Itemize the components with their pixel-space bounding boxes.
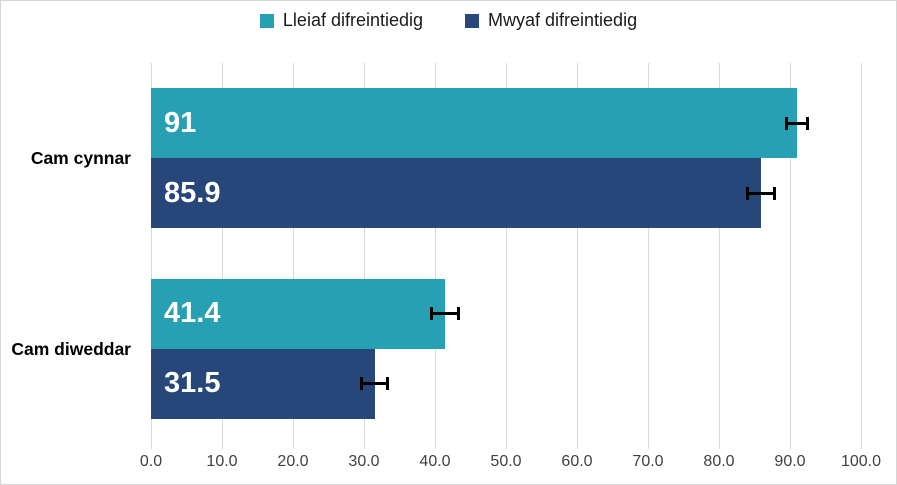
axis-tick <box>434 444 436 449</box>
x-axis-tick-label: 10.0 <box>206 453 238 470</box>
error-bar-cap-left <box>745 186 749 200</box>
axis-tick <box>505 444 507 449</box>
bar-data-label: 31.5 <box>164 367 221 400</box>
gridline <box>292 63 294 444</box>
legend-swatch-lleiaf <box>259 13 274 28</box>
x-axis-tick-label: 90.0 <box>774 453 806 470</box>
axis-tick <box>150 444 152 449</box>
error-bar-cap-right <box>456 307 460 321</box>
error-bar-cap-left <box>429 307 433 321</box>
axis-tick <box>363 444 365 449</box>
x-axis-tick-label: 100.0 <box>840 453 882 470</box>
axis-tick <box>789 444 791 449</box>
x-axis-tick-label: 40.0 <box>419 453 451 470</box>
legend-label-lleiaf: Lleiaf difreintiedig <box>282 10 424 30</box>
axis-tick <box>860 444 862 449</box>
x-axis-tick-label: 30.0 <box>348 453 380 470</box>
bar-data-label: 85.9 <box>164 176 221 209</box>
gridline <box>647 63 649 444</box>
x-axis-tick-label: 60.0 <box>561 453 593 470</box>
error-bar-line <box>747 191 775 195</box>
category-label-cam-cynnar: Cam cynnar <box>30 148 131 168</box>
legend-swatch-mwyaf <box>465 13 480 28</box>
gridline <box>576 63 578 444</box>
error-bar-line <box>361 382 388 386</box>
gridline <box>718 63 720 444</box>
legend-item-lleiaf: Lleiaf difreintiedig <box>259 10 424 31</box>
gridline <box>150 63 152 444</box>
error-bar-cap-left <box>784 116 788 130</box>
axis-tick <box>576 444 578 449</box>
bar: 85.9 <box>151 158 761 229</box>
error-bar-cap-right <box>385 377 389 391</box>
x-axis-tick-label: 20.0 <box>277 453 309 470</box>
axis-tick <box>647 444 649 449</box>
legend: Lleiaf difreintiedig Mwyaf difreintiedig <box>1 10 896 31</box>
error-bar-cap-right <box>772 186 776 200</box>
error-bar-cap-left <box>360 377 364 391</box>
error-bar-line <box>431 312 459 316</box>
gridline <box>789 63 791 444</box>
error-bar-line <box>786 121 808 125</box>
bar-data-label: 41.4 <box>164 297 221 330</box>
gridline <box>221 63 223 444</box>
gridline <box>363 63 365 444</box>
x-axis-tick-label: 50.0 <box>490 453 522 470</box>
bar: 31.5 <box>151 348 375 419</box>
axis-tick <box>718 444 720 449</box>
gridline <box>434 63 436 444</box>
error-bar-cap-right <box>806 116 810 130</box>
bar-data-label: 91 <box>164 106 197 139</box>
gridline <box>505 63 507 444</box>
x-axis-tick-label: 80.0 <box>703 453 735 470</box>
legend-label-mwyaf: Mwyaf difreintiedig <box>488 10 638 30</box>
x-axis-tick-label: 70.0 <box>632 453 664 470</box>
gridline <box>860 63 862 444</box>
bar: 91 <box>151 88 798 159</box>
axis-tick <box>221 444 223 449</box>
plot-area: 91 85.9 41.4 31.5 <box>150 63 862 444</box>
x-axis-tick-label: 0.0 <box>139 453 163 470</box>
bar: 41.4 <box>151 278 445 349</box>
category-label-cam-diweddar: Cam diweddar <box>11 339 131 359</box>
axis-tick <box>292 444 294 449</box>
legend-item-mwyaf: Mwyaf difreintiedig <box>465 10 637 31</box>
